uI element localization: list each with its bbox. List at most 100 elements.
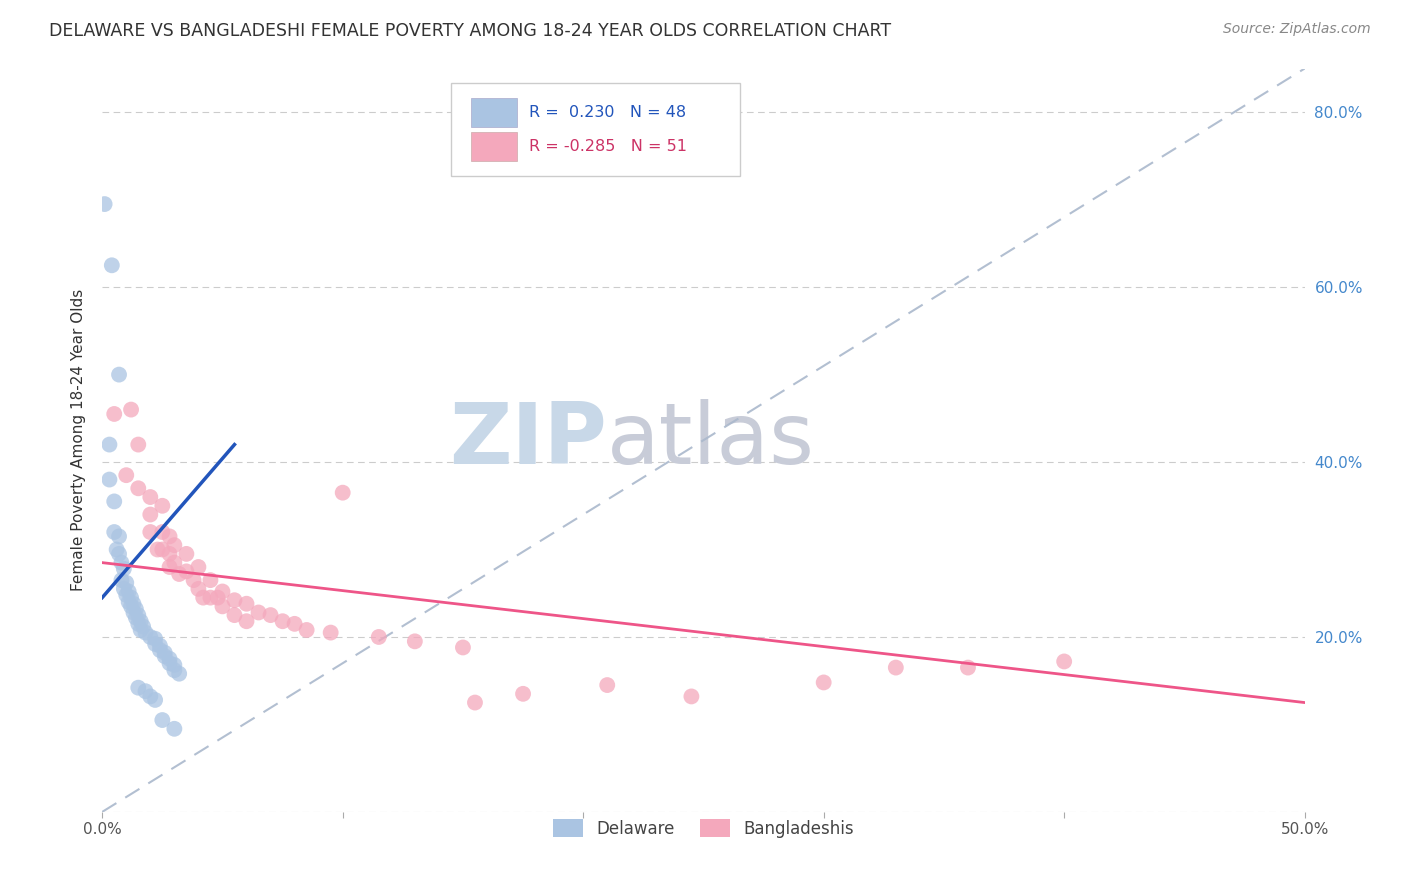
Point [143,637,166,651]
Point [101,258,124,272]
Point [129,623,152,637]
Point [143,693,166,707]
Point [143,632,166,646]
Point [115,468,138,483]
Point [122,597,145,611]
Point [211,599,233,614]
Point [319,625,342,640]
Point [125,611,148,625]
Point [284,616,307,631]
Point [167,567,190,582]
Legend: Delaware, Bangladeshis: Delaware, Bangladeshis [547,813,860,845]
Point [139,690,162,704]
Point [108,368,131,382]
Point [681,690,703,704]
Point [105,542,128,557]
Point [404,634,426,648]
Point [120,599,142,614]
Point [200,591,222,605]
Bar [471,132,517,161]
Point [200,573,222,587]
Point [108,547,131,561]
Point [139,490,162,504]
Point [271,614,294,628]
Point [139,630,162,644]
Point [127,481,149,495]
Point [247,606,270,620]
Text: Source: ZipAtlas.com: Source: ZipAtlas.com [1223,22,1371,37]
Point [122,606,145,620]
Point [187,582,209,596]
Point [103,524,125,539]
Point [149,639,172,653]
Point [93,197,115,211]
Text: atlas: atlas [607,399,815,482]
Point [103,494,125,508]
Point [153,649,176,664]
Bar [471,98,517,127]
Point [120,591,142,605]
Point [115,575,138,590]
Point [159,529,181,543]
Point [153,646,176,660]
Point [146,542,169,557]
Point [187,560,209,574]
Point [163,657,186,672]
Point [956,660,979,674]
Point [211,584,233,599]
Point [813,675,835,690]
Point [259,608,281,623]
Point [464,696,486,710]
Point [183,573,205,587]
Point [235,597,257,611]
Point [110,573,132,587]
Point [139,508,162,522]
Point [163,538,186,552]
Point [295,623,318,637]
Point [163,556,186,570]
Text: R =  0.230   N = 48: R = 0.230 N = 48 [529,105,686,120]
Point [132,619,155,633]
Point [120,402,142,417]
Point [134,684,156,698]
Point [207,591,229,605]
Point [98,473,121,487]
Point [98,437,121,451]
Text: R = -0.285   N = 51: R = -0.285 N = 51 [529,139,688,154]
Point [159,547,181,561]
Point [150,499,173,513]
Point [596,678,619,692]
Point [125,602,148,616]
FancyBboxPatch shape [451,83,740,177]
Point [451,640,474,655]
Point [159,560,181,574]
Point [127,608,149,623]
Point [110,556,132,570]
Point [193,591,215,605]
Point [127,616,149,631]
Point [332,485,354,500]
Point [512,687,534,701]
Point [367,630,389,644]
Point [127,681,149,695]
Point [159,657,181,671]
Point [112,562,135,576]
Point [118,595,141,609]
Point [118,584,141,599]
Point [108,529,131,543]
Text: ZIP: ZIP [450,399,607,482]
Point [163,663,186,677]
Point [103,407,125,421]
Point [149,643,172,657]
Point [129,614,152,628]
Point [176,547,198,561]
Point [163,722,186,736]
Point [167,666,190,681]
Point [159,652,181,666]
Point [884,660,907,674]
Point [224,608,246,623]
Point [112,582,135,596]
Y-axis label: Female Poverty Among 18-24 Year Olds: Female Poverty Among 18-24 Year Olds [72,289,86,591]
Point [176,565,198,579]
Point [1053,655,1076,669]
